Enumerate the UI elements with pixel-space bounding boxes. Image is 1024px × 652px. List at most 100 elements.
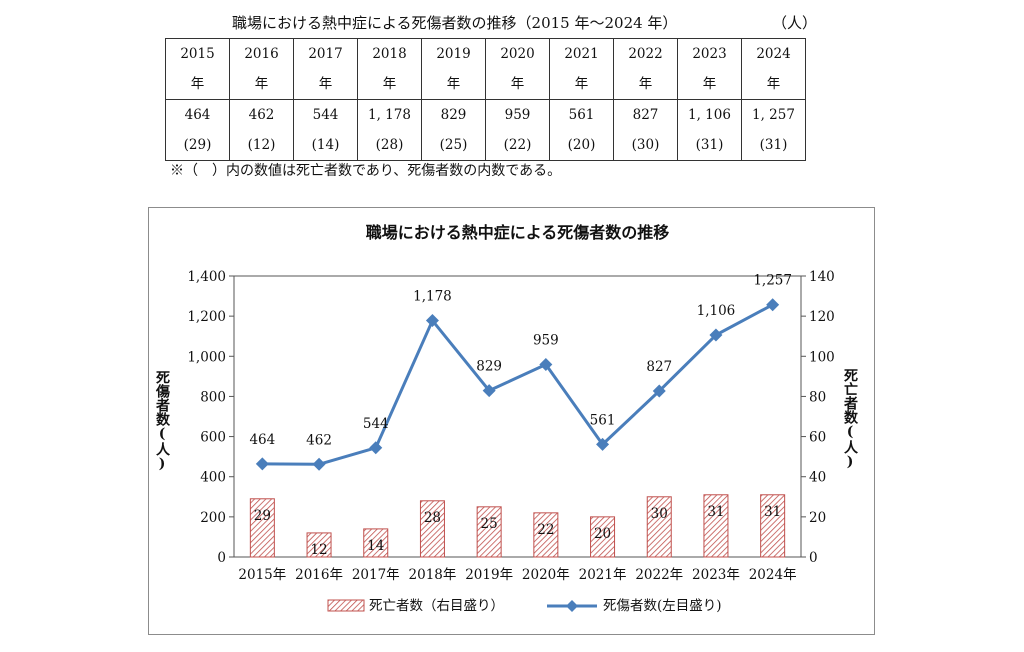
casualty-point <box>766 298 780 312</box>
y-axis-right-label: 死亡者数(人) <box>842 368 858 470</box>
death-bar-label: 31 <box>707 504 724 520</box>
casualty-table: 2015 年 2016 年 2017 年 2018 年 2019 年 2020 年 2021 年 2022 年… <box>165 38 806 161</box>
table-value-cell: 829 (25) <box>421 99 486 161</box>
header-year-suffix: 年 <box>318 76 333 92</box>
table-value-cell: 1, 106 (31) <box>677 99 742 161</box>
header-year: 2015 <box>180 46 215 62</box>
death-bar <box>590 516 616 558</box>
table-value-row: 464 (29) 462 (12) 544 (14) 1, 178 (28) 829 (25) 95… <box>165 99 806 161</box>
chart-frame: 職場における熱中症による死傷者数の推移 0 200 400 600 800 1,000 1,2… <box>148 207 875 635</box>
table-header-cell: 2020 年 <box>485 38 550 100</box>
table-header-cell: 2021 年 <box>549 38 614 100</box>
casualty-point <box>369 441 383 455</box>
x-tick-label: 2024年 <box>749 567 797 583</box>
y-right-tick-label: 20 <box>809 510 826 526</box>
casualty-point-label: 829 <box>476 359 502 375</box>
y-right-tick-label: 100 <box>809 349 835 365</box>
legend-line-marker <box>566 600 578 612</box>
death-bar <box>249 498 275 558</box>
x-tick-label: 2017年 <box>352 567 400 583</box>
casualty-point-label: 462 <box>306 432 332 448</box>
x-tick-label: 2015年 <box>238 567 286 583</box>
death-bar-label: 28 <box>424 510 441 526</box>
death-bar-label: 31 <box>764 504 781 520</box>
casualty-value: 561 <box>568 107 595 123</box>
casualty-value: 464 <box>184 107 211 123</box>
header-year-suffix: 年 <box>510 76 525 92</box>
death-value: (25) <box>439 137 468 153</box>
death-bar-label: 22 <box>537 522 554 538</box>
y-right-tick-label: 60 <box>809 430 826 446</box>
casualty-point-label: 1,178 <box>413 289 452 305</box>
x-tick-label: 2019年 <box>465 567 513 583</box>
legend-bar-swatch <box>327 599 365 612</box>
death-bar <box>306 532 332 558</box>
y-right-tick-label: 80 <box>809 389 826 405</box>
death-bar-label: 20 <box>594 526 611 542</box>
table-value-cell: 462 (12) <box>229 99 294 161</box>
death-bar <box>703 494 729 558</box>
death-bar-label: 12 <box>310 542 327 558</box>
header-year-suffix: 年 <box>446 76 461 92</box>
table-value-cell: 544 (14) <box>293 99 358 161</box>
table-title: 職場における熱中症による死傷者数の推移（2015 年～2024 年） <box>232 14 678 32</box>
death-value: (12) <box>247 137 276 153</box>
table-value-cell: 1, 257 (31) <box>741 99 806 161</box>
casualty-point-label: 1,257 <box>753 273 792 289</box>
table-header-cell: 2018 年 <box>357 38 422 100</box>
legend-line-label: 死傷者数(左目盛り) <box>603 598 722 614</box>
header-year: 2024 <box>756 46 791 62</box>
casualty-point <box>482 384 496 398</box>
death-value: (22) <box>503 137 532 153</box>
x-tick-label: 2016年 <box>295 567 343 583</box>
casualty-point <box>312 457 326 471</box>
table-value-cell: 1, 178 (28) <box>357 99 422 161</box>
death-value: (31) <box>695 137 724 153</box>
casualty-value: 1, 178 <box>368 107 411 123</box>
death-bar <box>760 494 786 558</box>
table-header-cell: 2016 年 <box>229 38 294 100</box>
casualty-point <box>539 358 553 372</box>
header-year: 2020 <box>500 46 535 62</box>
y-left-tick-label: 800 <box>200 389 226 405</box>
header-year: 2017 <box>308 46 343 62</box>
table-header-cell: 2023 年 <box>677 38 742 100</box>
header-year: 2016 <box>244 46 279 62</box>
death-bar <box>419 500 445 558</box>
death-bar-label: 30 <box>651 506 668 522</box>
y-axis-left-label: 死傷者数(人) <box>154 370 170 472</box>
legend-bar-label: 死亡者数（右目盛り） <box>369 598 504 614</box>
header-year-suffix: 年 <box>766 76 781 92</box>
table-header-cell: 2024 年 <box>741 38 806 100</box>
y-left-tick-label: 1,000 <box>187 349 226 365</box>
header-year-suffix: 年 <box>638 76 653 92</box>
y-right-tick-label: 40 <box>809 470 826 486</box>
table-value-cell: 827 (30) <box>613 99 678 161</box>
header-year-suffix: 年 <box>382 76 397 92</box>
casualty-point <box>652 384 666 398</box>
casualty-value: 1, 106 <box>688 107 731 123</box>
death-bar-label: 14 <box>367 538 384 554</box>
header-year: 2023 <box>692 46 727 62</box>
death-value: (30) <box>631 137 660 153</box>
casualty-point-label: 827 <box>646 359 672 375</box>
death-value: (20) <box>567 137 596 153</box>
death-bar <box>646 496 672 558</box>
death-bar <box>363 528 389 558</box>
death-value: (14) <box>311 137 340 153</box>
y-right-tick-label: 120 <box>809 309 835 325</box>
y-right-tick-label: 0 <box>809 550 818 566</box>
death-bar <box>476 506 502 558</box>
header-year-suffix: 年 <box>254 76 269 92</box>
casualty-value: 544 <box>312 107 339 123</box>
table-note: ※（ ）内の数値は死亡者数であり、死傷者数の内数である。 <box>170 163 562 179</box>
death-value: (28) <box>375 137 404 153</box>
chart-title: 職場における熱中症による死傷者数の推移 <box>366 223 670 242</box>
header-year-suffix: 年 <box>190 76 205 92</box>
table-unit: （人） <box>772 14 818 32</box>
table-value-cell: 464 (29) <box>165 99 230 161</box>
header-year: 2021 <box>564 46 599 62</box>
table-header-cell: 2015 年 <box>165 38 230 100</box>
casualty-point-label: 959 <box>533 333 559 349</box>
table-value-cell: 959 (22) <box>485 99 550 161</box>
